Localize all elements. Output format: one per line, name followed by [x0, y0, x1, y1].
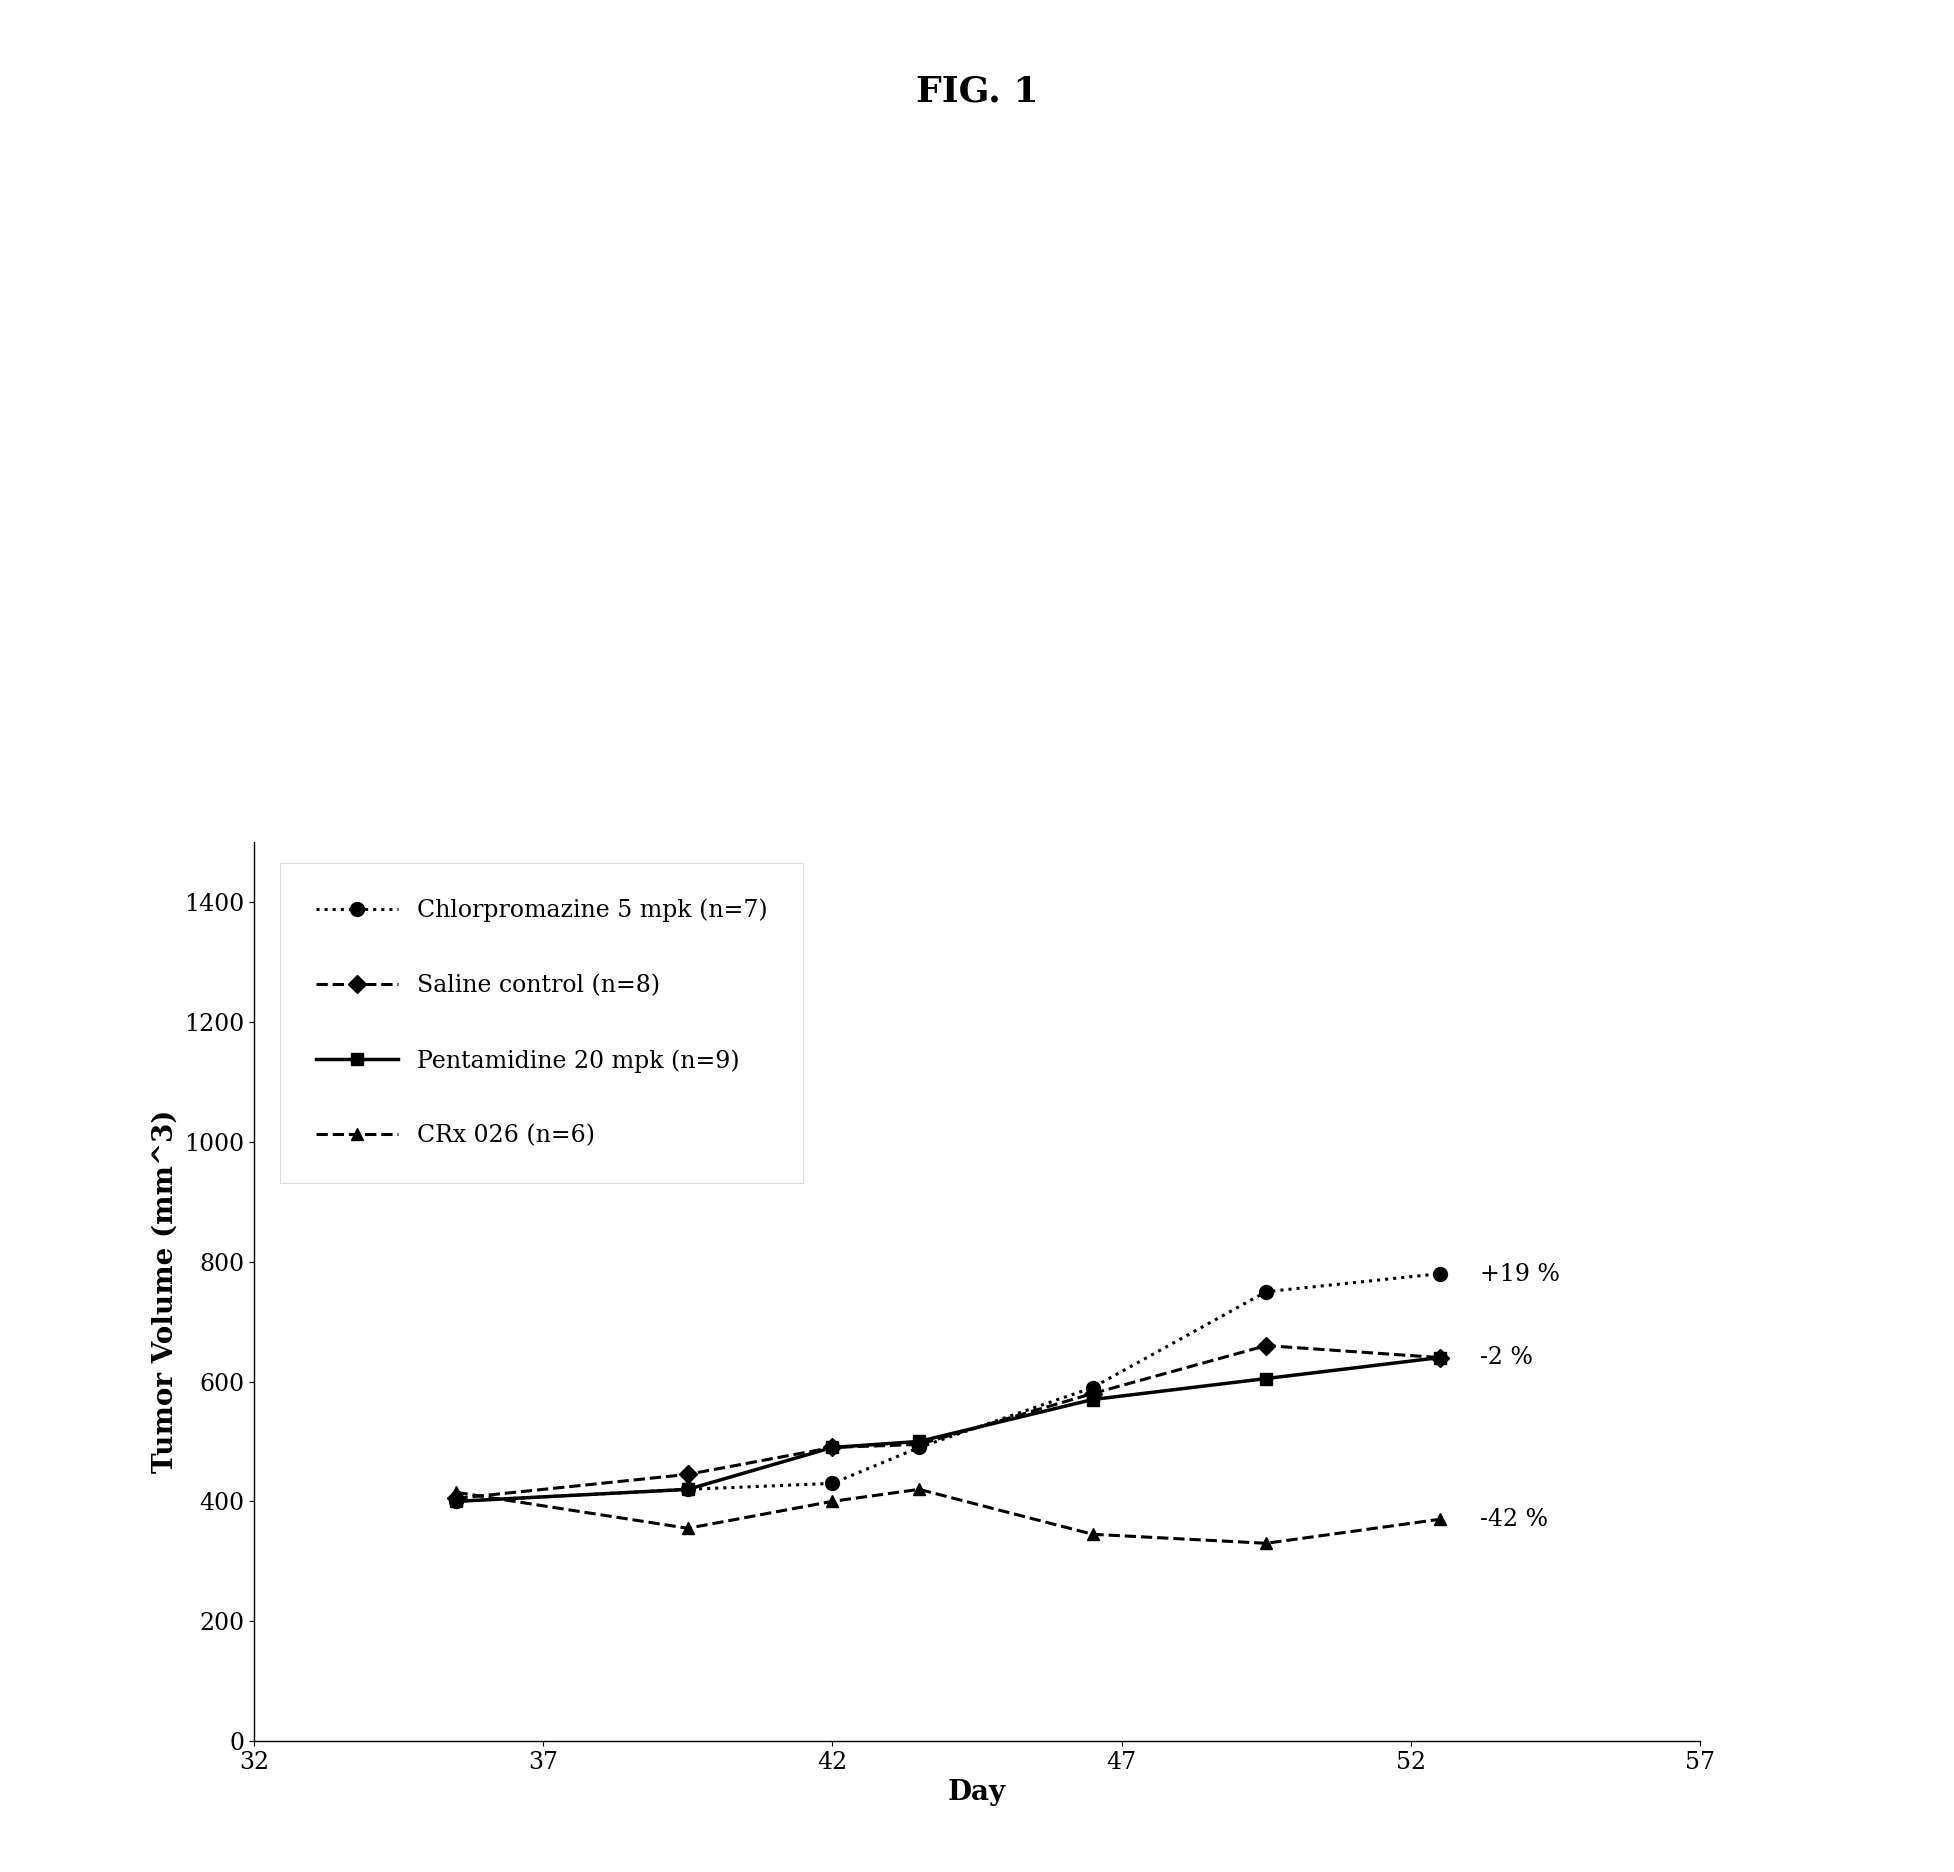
Saline control (n=8): [1081, 1382, 1104, 1404]
Chlorpromazine 5 mpk (n=7): [907, 1436, 930, 1458]
Y-axis label: Tumor Volume (mm^3): Tumor Volume (mm^3): [152, 1110, 178, 1473]
Text: FIG. 1: FIG. 1: [916, 75, 1038, 109]
Line: Chlorpromazine 5 mpk (n=7): Chlorpromazine 5 mpk (n=7): [449, 1267, 1446, 1509]
Text: +19 %: +19 %: [1481, 1264, 1559, 1286]
Pentamidine 20 mpk (n=9): [907, 1430, 930, 1453]
X-axis label: Day: Day: [948, 1778, 1006, 1806]
Chlorpromazine 5 mpk (n=7): [446, 1490, 469, 1513]
CRx 026 (n=6): [676, 1516, 700, 1539]
CRx 026 (n=6): [821, 1490, 844, 1513]
CRx 026 (n=6): [446, 1481, 469, 1503]
Pentamidine 20 mpk (n=9): [1254, 1367, 1278, 1389]
Saline control (n=8): [821, 1436, 844, 1458]
Saline control (n=8): [676, 1464, 700, 1486]
CRx 026 (n=6): [1081, 1524, 1104, 1546]
Line: Saline control (n=8): Saline control (n=8): [449, 1338, 1446, 1505]
Chlorpromazine 5 mpk (n=7): [1428, 1262, 1452, 1284]
Pentamidine 20 mpk (n=9): [1081, 1389, 1104, 1411]
Pentamidine 20 mpk (n=9): [1428, 1346, 1452, 1368]
Legend: Chlorpromazine 5 mpk (n=7), Saline control (n=8), Pentamidine 20 mpk (n=9), CRx : Chlorpromazine 5 mpk (n=7), Saline contr…: [279, 863, 803, 1183]
Line: Pentamidine 20 mpk (n=9): Pentamidine 20 mpk (n=9): [449, 1352, 1446, 1507]
Chlorpromazine 5 mpk (n=7): [1254, 1280, 1278, 1303]
Pentamidine 20 mpk (n=9): [676, 1479, 700, 1501]
Chlorpromazine 5 mpk (n=7): [1081, 1376, 1104, 1398]
Pentamidine 20 mpk (n=9): [446, 1490, 469, 1513]
Chlorpromazine 5 mpk (n=7): [676, 1479, 700, 1501]
Pentamidine 20 mpk (n=9): [821, 1436, 844, 1458]
Chlorpromazine 5 mpk (n=7): [821, 1471, 844, 1494]
CRx 026 (n=6): [1428, 1509, 1452, 1531]
Saline control (n=8): [1254, 1335, 1278, 1357]
Line: CRx 026 (n=6): CRx 026 (n=6): [449, 1483, 1446, 1550]
Saline control (n=8): [1428, 1346, 1452, 1368]
Text: -42 %: -42 %: [1481, 1507, 1548, 1531]
Saline control (n=8): [907, 1434, 930, 1456]
CRx 026 (n=6): [1254, 1531, 1278, 1554]
CRx 026 (n=6): [907, 1479, 930, 1501]
Text: -2 %: -2 %: [1481, 1346, 1534, 1368]
Saline control (n=8): [446, 1486, 469, 1509]
